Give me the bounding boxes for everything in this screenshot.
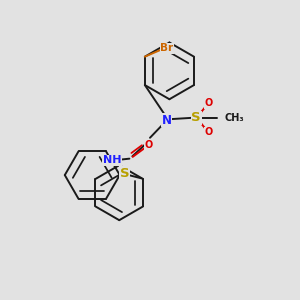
Text: S: S bbox=[120, 167, 129, 180]
Text: O: O bbox=[144, 140, 153, 150]
Text: O: O bbox=[205, 98, 213, 108]
Text: Br: Br bbox=[160, 43, 173, 53]
Text: O: O bbox=[205, 128, 213, 137]
Text: S: S bbox=[191, 111, 201, 124]
Text: NH: NH bbox=[103, 155, 121, 166]
Text: N: N bbox=[161, 114, 171, 127]
Text: CH₃: CH₃ bbox=[224, 113, 244, 123]
